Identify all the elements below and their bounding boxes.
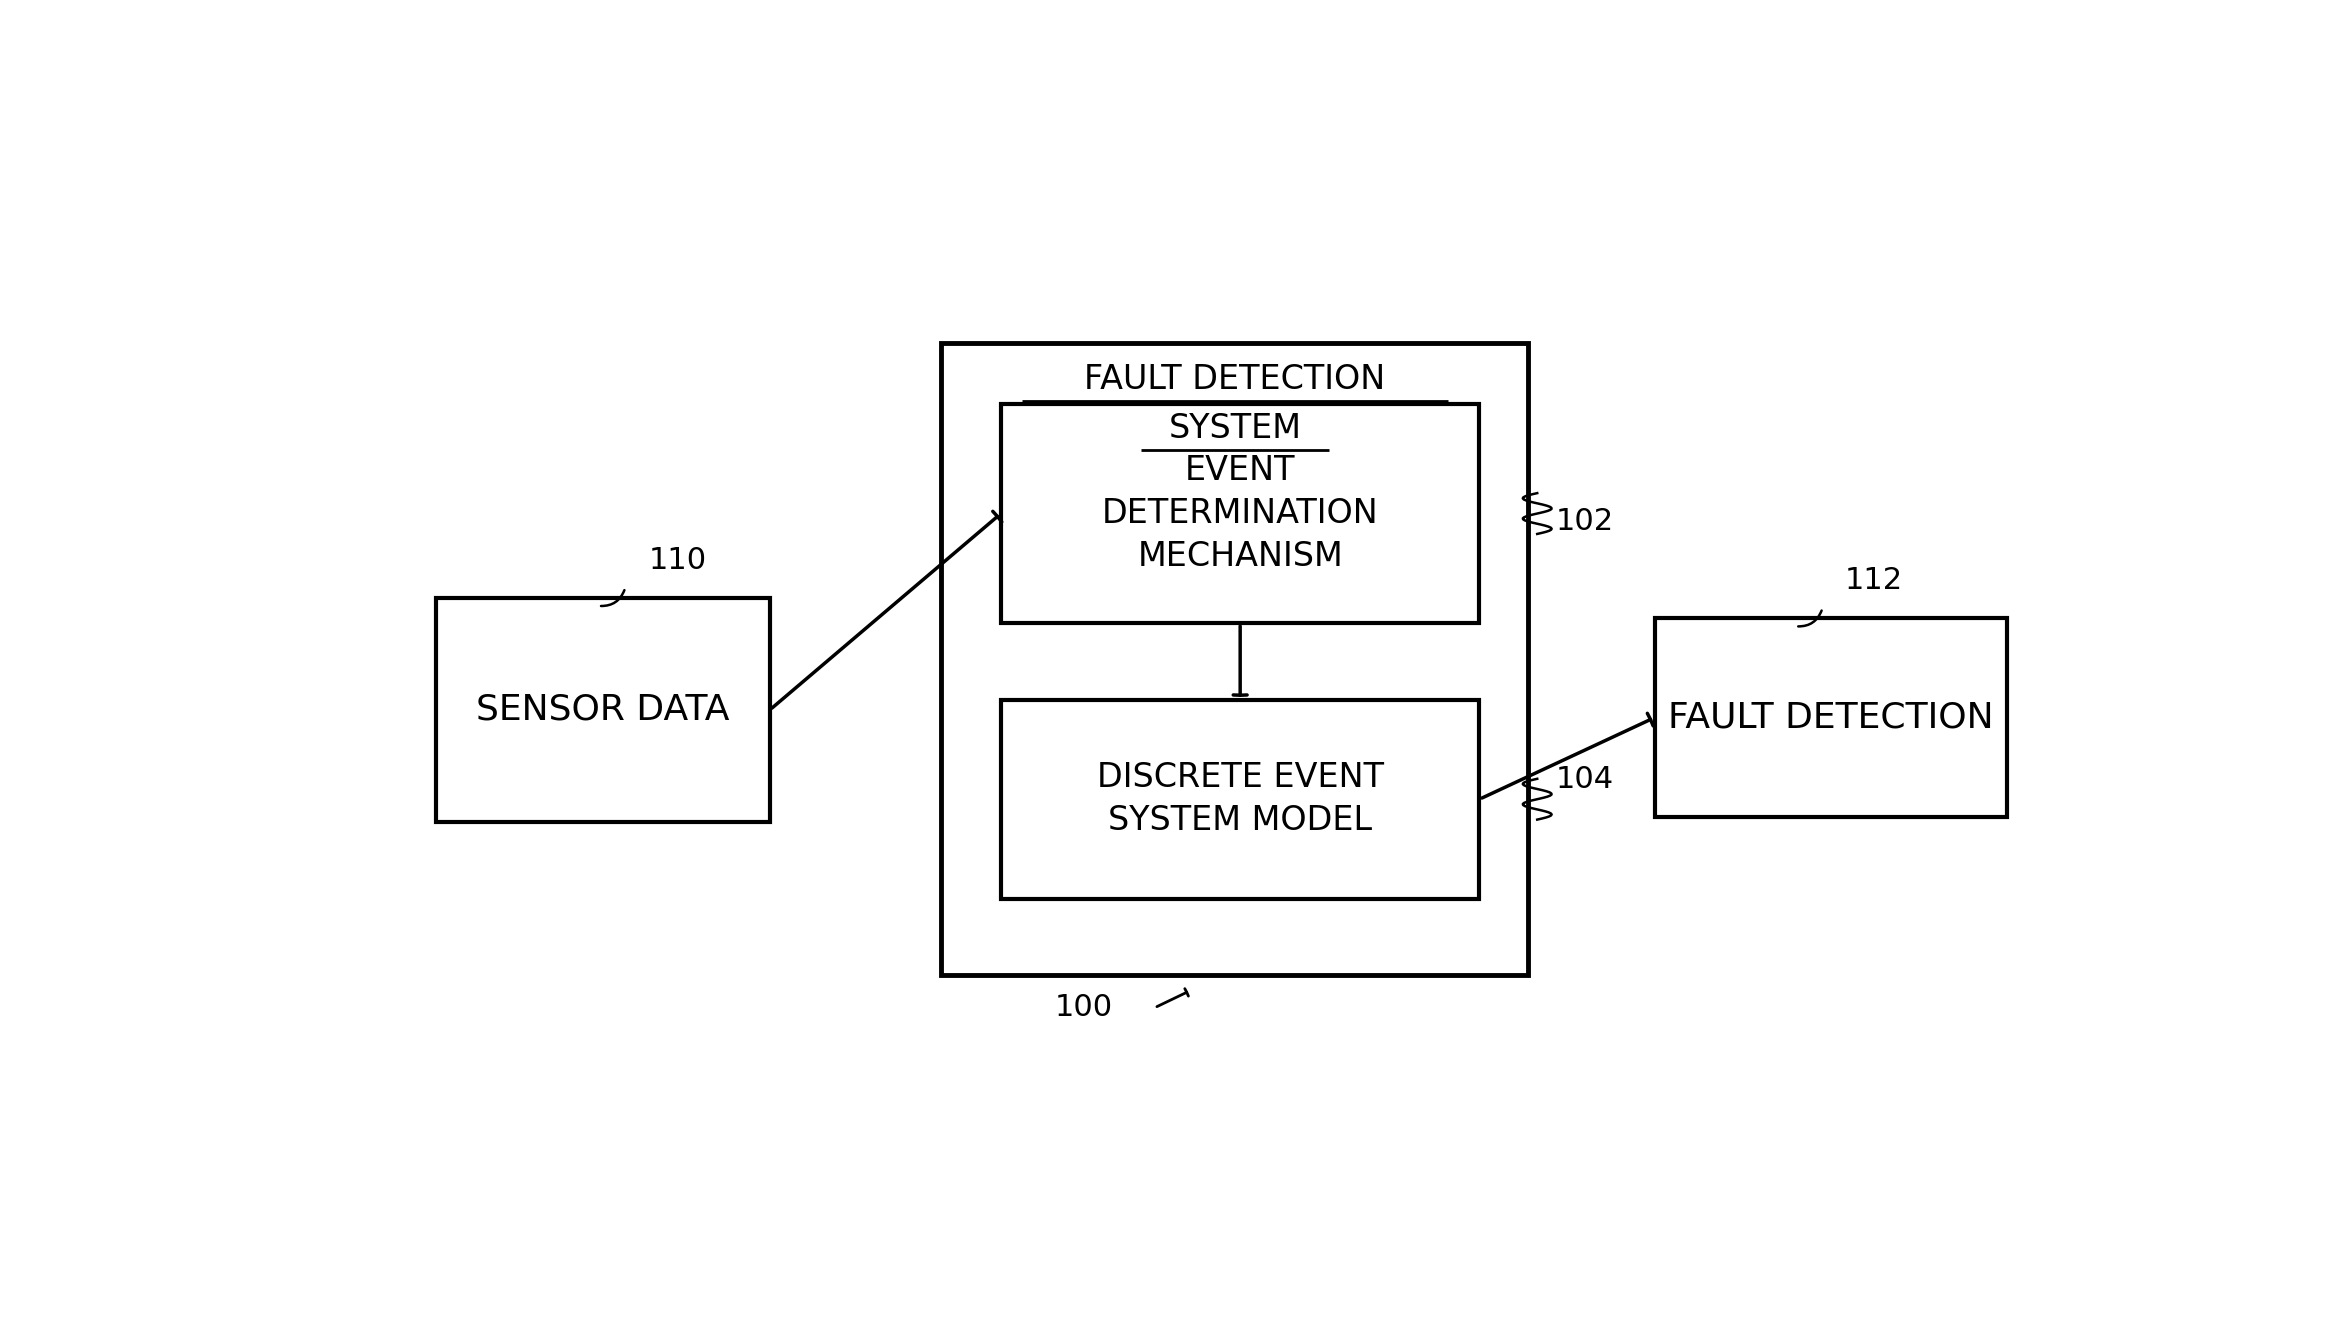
Bar: [1654, 617, 2006, 818]
Text: EVENT
DETERMINATION
MECHANISM: EVENT DETERMINATION MECHANISM: [1102, 453, 1379, 574]
Text: SYSTEM: SYSTEM: [1167, 412, 1300, 445]
Text: 104: 104: [1554, 765, 1612, 794]
Text: DISCRETE EVENT
SYSTEM MODEL: DISCRETE EVENT SYSTEM MODEL: [1097, 761, 1384, 837]
Text: SENSOR DATA: SENSOR DATA: [475, 693, 729, 727]
Text: 102: 102: [1554, 506, 1612, 535]
Text: 112: 112: [1845, 566, 1901, 595]
Bar: [941, 343, 1528, 975]
Text: 110: 110: [648, 546, 706, 575]
Text: 100: 100: [1055, 994, 1114, 1023]
Bar: [436, 598, 769, 822]
Bar: [1002, 700, 1480, 898]
Bar: [1002, 404, 1480, 623]
Text: FAULT DETECTION: FAULT DETECTION: [1668, 701, 1994, 734]
Text: FAULT DETECTION: FAULT DETECTION: [1083, 363, 1386, 396]
